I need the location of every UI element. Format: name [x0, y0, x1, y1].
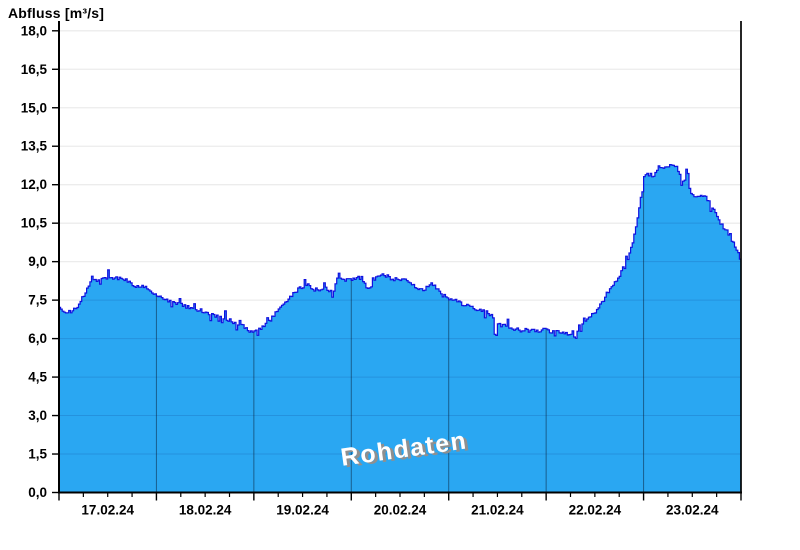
y-tick-label: 15,0: [21, 100, 47, 115]
x-tick-label: 23.02.24: [666, 503, 719, 518]
y-tick-label: 3,0: [28, 408, 47, 423]
x-tick-label: 19.02.24: [276, 503, 329, 518]
y-tick-label: 9,0: [28, 254, 47, 269]
x-tick-label: 20.02.24: [374, 503, 427, 518]
y-tick-label: 12,0: [21, 177, 47, 192]
x-tick-label: 17.02.24: [81, 503, 134, 518]
y-tick-label: 16,5: [21, 62, 48, 77]
y-tick-label: 13,5: [21, 139, 48, 154]
y-tick-label: 1,5: [28, 447, 47, 462]
y-tick-label: 0,0: [28, 485, 47, 500]
x-tick-label: 22.02.24: [569, 503, 622, 518]
x-tick-label: 18.02.24: [179, 503, 232, 518]
area-fill: [59, 164, 741, 493]
y-tick-label: 18,0: [21, 23, 47, 38]
x-tick-label: 21.02.24: [471, 503, 524, 518]
y-tick-label: 7,5: [28, 293, 47, 308]
series-line: [59, 164, 741, 339]
y-axis-title: Abfluss [m³/s]: [8, 5, 105, 21]
y-tick-label: 10,5: [21, 216, 48, 231]
y-tick-label: 4,5: [28, 370, 47, 385]
y-tick-label: 6,0: [28, 331, 47, 346]
